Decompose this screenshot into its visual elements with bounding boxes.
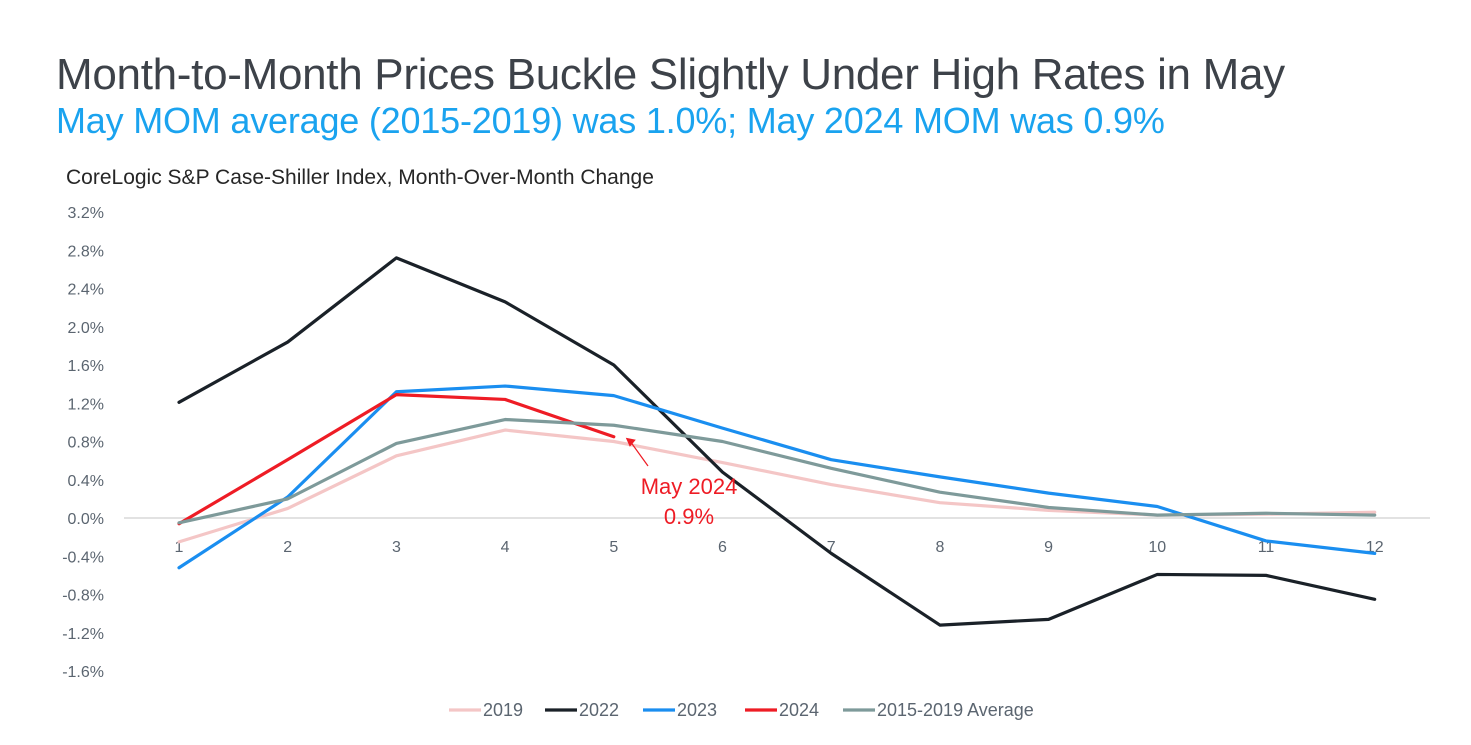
y-tick-label: 1.2% bbox=[68, 396, 104, 413]
series-lines bbox=[177, 256, 1377, 627]
x-tick-label: 3 bbox=[392, 539, 401, 556]
x-tick-label: 4 bbox=[501, 539, 510, 556]
y-tick-label: 1.6% bbox=[68, 358, 104, 375]
y-tick-label: 2.8% bbox=[68, 243, 104, 260]
y-tick-label: 0.0% bbox=[68, 511, 104, 528]
legend: 2019 2022 2023 2024 2015-2019 Average bbox=[449, 700, 1034, 720]
annotation-label: May 2024 bbox=[641, 474, 738, 499]
legend-label: 2015-2019 Average bbox=[877, 700, 1034, 720]
chart-title: Month-to-Month Prices Buckle Slightly Un… bbox=[56, 50, 1285, 99]
y-axis-title: CoreLogic S&P Case-Shiller Index, Month-… bbox=[66, 166, 654, 189]
annotation-arrow-line bbox=[629, 440, 649, 467]
y-tick-label: 2.4% bbox=[68, 282, 104, 299]
x-tick-label: 5 bbox=[609, 539, 618, 556]
legend-label: 2022 bbox=[579, 700, 619, 720]
y-tick-label: 3.2% bbox=[68, 205, 104, 222]
series-line-2015-2019-average bbox=[177, 417, 1377, 525]
series-line-2023 bbox=[177, 384, 1377, 570]
x-tick-label: 9 bbox=[1044, 539, 1053, 556]
x-tick-label: 1 bbox=[175, 539, 184, 556]
annotation-value: 0.9% bbox=[664, 504, 714, 529]
y-tick-label: -0.8% bbox=[62, 588, 104, 605]
annotation: May 2024 0.9% bbox=[625, 437, 738, 529]
chart-subtitle: May MOM average (2015-2019) was 1.0%; Ma… bbox=[56, 100, 1165, 141]
x-tick-label: 7 bbox=[827, 539, 836, 556]
annotation-arrow-head bbox=[625, 437, 636, 447]
y-tick-label: 2.0% bbox=[68, 320, 104, 337]
x-axis-ticks: 1 2 3 4 5 6 7 8 9 10 11 12 bbox=[175, 539, 1384, 556]
x-tick-label: 8 bbox=[935, 539, 944, 556]
legend-label: 2023 bbox=[677, 700, 717, 720]
legend-label: 2019 bbox=[483, 700, 523, 720]
x-tick-label: 6 bbox=[718, 539, 727, 556]
x-tick-label: 2 bbox=[283, 539, 292, 556]
x-tick-label: 10 bbox=[1148, 539, 1166, 556]
y-tick-label: -1.2% bbox=[62, 626, 104, 643]
y-tick-label: 0.4% bbox=[68, 473, 104, 490]
series-line-2024 bbox=[177, 393, 616, 526]
y-tick-label: 0.8% bbox=[68, 435, 104, 452]
y-tick-label: -1.6% bbox=[62, 664, 104, 681]
series-line-2019 bbox=[177, 428, 1377, 544]
y-tick-label: -0.4% bbox=[62, 549, 104, 566]
x-tick-label: 11 bbox=[1258, 539, 1275, 556]
series-line-2022 bbox=[177, 256, 1377, 627]
y-axis-ticks: 3.2% 2.8% 2.4% 2.0% 1.6% 1.2% 0.8% 0.4% 0.0% -0.4… bbox=[62, 205, 104, 681]
legend-label: 2024 bbox=[779, 700, 819, 720]
